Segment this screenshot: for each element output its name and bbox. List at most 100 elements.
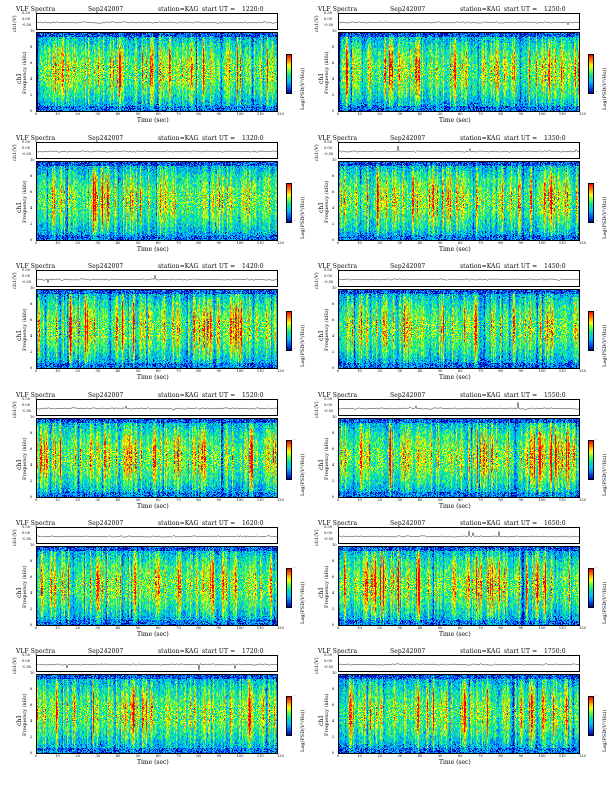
waveform-line: [37, 663, 277, 671]
spectrogram-canvas: [339, 547, 579, 625]
time-xlabel: Time (sec): [137, 503, 169, 510]
frequency-tick: 8: [30, 174, 33, 178]
waveform-tick: 0.50: [324, 653, 333, 657]
panel-station: station=KAG: [460, 392, 501, 399]
frequency-tick: 8: [30, 302, 33, 306]
frequency-tick: 6: [332, 575, 335, 579]
frequency-tick: 6: [332, 190, 335, 194]
time-tick: 90: [518, 754, 524, 758]
waveform-ylabel: ch1(V): [314, 529, 320, 546]
time-tick: 60: [156, 369, 161, 373]
time-tick: 90: [216, 369, 222, 373]
colorbar-label: Log(PSD(V²/Hz)): [300, 581, 306, 624]
panel-start-ut: 1250:0: [544, 6, 566, 13]
colorbar-label: Log(PSD(V²/Hz)): [602, 196, 608, 239]
spectrogram: [36, 32, 278, 112]
colorbar-tick: -: [596, 347, 598, 351]
panel-station: station=KAG: [158, 6, 199, 13]
time-xlabel: Time (sec): [439, 631, 471, 638]
frequency-tick: 8: [30, 45, 33, 49]
time-tick: 120: [579, 241, 586, 245]
frequency-tick: 4: [30, 206, 33, 210]
spectrogram-ylabel: Frequency (kHz): [22, 51, 28, 94]
waveform-svg: [37, 535, 277, 538]
waveform-tick: -0.50: [324, 665, 334, 669]
panel-station: station=KAG: [460, 135, 501, 142]
frequency-tick: 8: [332, 559, 335, 563]
time-tick: 110: [558, 754, 566, 758]
time-tick: 50: [135, 626, 141, 630]
time-tick: 110: [256, 626, 264, 630]
time-tick: 10: [55, 241, 60, 245]
colorbar-label: Log(PSD(V²/Hz)): [602, 324, 608, 367]
colorbar-tick: -: [294, 90, 296, 94]
time-tick: 0: [35, 241, 38, 245]
waveform-strip: [338, 142, 580, 159]
panel-date: Sep242007: [390, 392, 426, 399]
frequency-tick: 4: [332, 591, 335, 595]
waveform-tick: 0.00: [324, 403, 333, 407]
time-tick: 60: [458, 369, 463, 373]
frequency-tick: 6: [30, 703, 33, 707]
colorbar-tick: -: [294, 604, 296, 608]
waveform-ylabel: ch1(V): [314, 401, 320, 418]
waveform-tick: -0.50: [324, 280, 334, 284]
time-tick: 60: [156, 241, 161, 245]
waveform-tick: 0.00: [324, 531, 333, 535]
waveform-tick: 0.00: [324, 274, 333, 278]
frequency-tick: 10: [332, 543, 337, 547]
time-tick: 20: [377, 369, 382, 373]
waveform-ylabel: ch1(V): [314, 272, 320, 289]
time-tick: 30: [95, 498, 101, 502]
colorbar-tick: -: [596, 181, 598, 185]
time-tick: 40: [115, 626, 121, 630]
frequency-tick: 10: [332, 29, 337, 33]
colorbar-label: Log(PSD(V²/Hz)): [300, 324, 306, 367]
time-tick: 50: [135, 241, 141, 245]
colorbar-tick: -: [294, 181, 296, 185]
colorbar: [588, 54, 594, 94]
spectrogram-canvas: [339, 162, 579, 240]
frequency-tick: 0: [332, 366, 335, 370]
spectrogram: [338, 161, 580, 241]
spectrogram-canvas: [339, 33, 579, 111]
time-tick: 10: [55, 369, 60, 373]
frequency-tick: 4: [30, 334, 33, 338]
colorbar-tick: -: [596, 90, 598, 94]
time-tick: 50: [437, 626, 443, 630]
time-tick: 80: [196, 498, 201, 502]
time-tick: 60: [156, 498, 161, 502]
time-tick: 50: [437, 241, 443, 245]
panel-start-label: start UT =: [202, 520, 236, 527]
time-tick: 40: [417, 241, 423, 245]
time-xlabel: Time (sec): [439, 246, 471, 253]
frequency-tick: 10: [30, 286, 35, 290]
spectrogram-ylabel: Frequency (kHz): [22, 693, 28, 736]
time-tick: 80: [498, 498, 503, 502]
frequency-tick: 10: [332, 158, 337, 162]
time-tick: 30: [95, 112, 101, 116]
time-tick: 20: [75, 626, 80, 630]
panel-start-ut: 1550:0: [544, 392, 566, 399]
waveform-tick: 0.50: [324, 525, 333, 529]
colorbar: [588, 311, 594, 351]
waveform-svg: [339, 21, 579, 26]
time-tick: 0: [35, 112, 38, 116]
waveform-strip: [338, 527, 580, 544]
colorbar-label: Log(PSD(V²/Hz)): [300, 196, 306, 239]
waveform-svg: [37, 274, 277, 284]
time-tick: 20: [377, 112, 382, 116]
time-tick: 70: [478, 241, 483, 245]
spectrogram: [36, 289, 278, 369]
time-tick: 100: [538, 112, 546, 116]
waveform-tick: 0.00: [22, 17, 31, 21]
panel-start-ut: 1350:0: [544, 135, 566, 142]
time-tick: 0: [337, 498, 340, 502]
time-tick: 90: [216, 112, 222, 116]
frequency-tick: 0: [332, 495, 335, 499]
panel-start-label: start UT =: [504, 263, 538, 270]
spectrogram-ylabel: Frequency (kHz): [22, 437, 28, 480]
panel-station: station=KAG: [158, 392, 199, 399]
time-tick: 110: [256, 241, 264, 245]
time-tick: 100: [236, 369, 244, 373]
